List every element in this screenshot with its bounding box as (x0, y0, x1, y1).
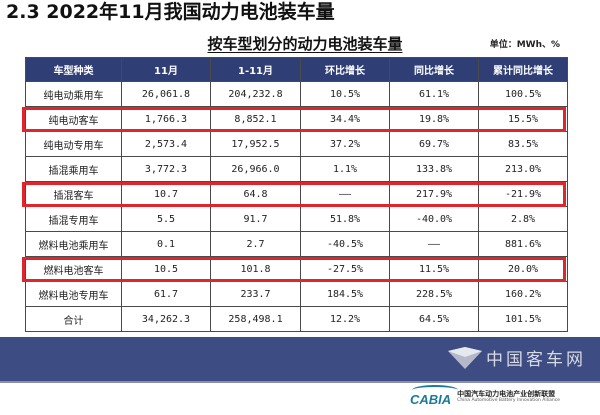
cell-jan-nov: 101.8 (210, 256, 301, 282)
cell-november: 5.5 (121, 206, 211, 232)
cell-cumulative-yoy-growth: 160.2% (478, 281, 568, 307)
table-row: 纯电动客车 1,766.3 8,852.1 34.4% 19.8% 15.5% (25, 106, 568, 132)
cell-vehicle-type: 纯电动专用车 (25, 131, 122, 157)
table-title: 按车型划分的动力电池装车量 (207, 35, 403, 53)
cell-jan-nov: 233.7 (210, 281, 301, 307)
cell-yoy-growth: 133.8% (389, 156, 479, 182)
cell-vehicle-type: 燃料电池客车 (25, 256, 122, 282)
cell-november: 0.1 (121, 231, 211, 257)
column-header-november: 11月 (121, 57, 211, 82)
cell-yoy-growth: 69.7% (389, 131, 479, 157)
cell-yoy-growth: 217.9% (389, 181, 479, 207)
table-row: 燃料电池客车 10.5 101.8 -27.5% 11.5% 20.0% (25, 256, 568, 282)
cell-jan-nov: 26,966.0 (210, 156, 301, 182)
section-title: 2.3 2022年11月我国动力电池装车量 (6, 1, 335, 23)
unit-label: 单位：MWh、% (489, 40, 560, 50)
cell-vehicle-type: 燃料电池专用车 (25, 281, 122, 307)
cell-mom-growth: —— (300, 181, 390, 207)
cell-vehicle-type: 纯电动乘用车 (25, 81, 122, 107)
table-row: 燃料电池专用车 61.7 233.7 184.5% 228.5% 160.2% (25, 281, 568, 307)
cell-november: 2,573.4 (121, 131, 211, 157)
column-header-vehicle-type: 车型种类 (25, 57, 122, 82)
column-header-cumulative-yoy-growth: 累计同比增长 (478, 57, 568, 82)
cell-vehicle-type: 纯电动客车 (25, 106, 122, 132)
cell-vehicle-type: 插混客车 (25, 181, 122, 207)
cell-mom-growth: 34.4% (300, 106, 390, 132)
cell-yoy-growth: -40.0% (389, 206, 479, 232)
cell-cumulative-yoy-growth: -21.9% (478, 181, 568, 207)
org-name-en: China Automotive Battery Innovation Alli… (457, 397, 560, 403)
cell-cumulative-yoy-growth: 213.0% (478, 156, 568, 182)
watermark-text: 中国客车网 (486, 350, 586, 370)
column-header-mom-growth: 环比增长 (300, 57, 390, 82)
cell-vehicle-type: 合计 (25, 306, 122, 332)
cell-cumulative-yoy-growth: 881.6% (478, 231, 568, 257)
cell-november: 34,262.3 (121, 306, 211, 332)
table-row: 插混客车 10.7 64.8 —— 217.9% -21.9% (25, 181, 568, 207)
cell-vehicle-type: 插混专用车 (25, 206, 122, 232)
cell-cumulative-yoy-growth: 15.5% (478, 106, 568, 132)
cell-jan-nov: 91.7 (210, 206, 301, 232)
footer-banner: 中国客车网 (0, 337, 600, 383)
cell-mom-growth: 184.5% (300, 281, 390, 307)
cabia-mark-text: CABIA (410, 392, 452, 407)
cell-mom-growth: 51.8% (300, 206, 390, 232)
cell-mom-growth: -40.5% (300, 231, 390, 257)
org-name-cn: 中国汽车动力电池产业创新联盟 (457, 390, 556, 399)
cell-yoy-growth: 61.1% (389, 81, 479, 107)
cell-cumulative-yoy-growth: 2.8% (478, 206, 568, 232)
cell-mom-growth: 10.5% (300, 81, 390, 107)
cell-november: 3,772.3 (121, 156, 211, 182)
cell-jan-nov: 17,952.5 (210, 131, 301, 157)
cell-mom-growth: 37.2% (300, 131, 390, 157)
cell-mom-growth: 12.2% (300, 306, 390, 332)
column-header-yoy-growth: 同比增长 (389, 57, 479, 82)
cabia-arc-icon (412, 385, 458, 395)
cabia-logo: CABIA 中国汽车动力电池产业创新联盟 China Automotive Ba… (410, 385, 560, 407)
cell-jan-nov: 2.7 (210, 231, 301, 257)
cell-november: 26,061.8 (121, 81, 211, 107)
cell-mom-growth: -27.5% (300, 256, 390, 282)
table-header-row: 车型种类 11月 1-11月 环比增长 同比增长 累计同比增长 (25, 57, 568, 82)
table-row: 插混专用车 5.5 91.7 51.8% -40.0% 2.8% (25, 206, 568, 232)
cell-yoy-growth: 64.5% (389, 306, 479, 332)
cell-jan-nov: 258,498.1 (210, 306, 301, 332)
cell-jan-nov: 64.8 (210, 181, 301, 207)
watermark-logo: 中国客车网 (448, 345, 586, 370)
table-row: 燃料电池乘用车 0.1 2.7 -40.5% —— 881.6% (25, 231, 568, 257)
table-row: 纯电动乘用车 26,061.8 204,232.8 10.5% 61.1% 10… (25, 81, 568, 107)
cell-november: 1,766.3 (121, 106, 211, 132)
cell-november: 10.5 (121, 256, 211, 282)
cell-november: 10.7 (121, 181, 211, 207)
cell-yoy-growth: —— (389, 231, 479, 257)
cell-cumulative-yoy-growth: 83.5% (478, 131, 568, 157)
cell-yoy-growth: 11.5% (389, 256, 479, 282)
cabia-mark-icon: CABIA (410, 385, 458, 407)
cell-vehicle-type: 燃料电池乘用车 (25, 231, 122, 257)
column-header-jan-nov: 1-11月 (210, 57, 301, 82)
cell-cumulative-yoy-growth: 101.5% (478, 306, 568, 332)
table-row: 插混乘用车 3,772.3 26,966.0 1.1% 133.8% 213.0… (25, 156, 568, 182)
table-row-total: 合计 34,262.3 258,498.1 12.2% 64.5% 101.5% (25, 306, 568, 332)
watermark-shield-icon (448, 346, 482, 369)
battery-installation-table: 车型种类 11月 1-11月 环比增长 同比增长 累计同比增长 纯电动乘用车 2… (25, 57, 568, 332)
cell-jan-nov: 204,232.8 (210, 81, 301, 107)
cell-yoy-growth: 228.5% (389, 281, 479, 307)
cell-mom-growth: 1.1% (300, 156, 390, 182)
cell-yoy-growth: 19.8% (389, 106, 479, 132)
cell-jan-nov: 8,852.1 (210, 106, 301, 132)
cell-cumulative-yoy-growth: 20.0% (478, 256, 568, 282)
cell-vehicle-type: 插混乘用车 (25, 156, 122, 182)
cell-november: 61.7 (121, 281, 211, 307)
cell-cumulative-yoy-growth: 100.5% (478, 81, 568, 107)
table-row: 纯电动专用车 2,573.4 17,952.5 37.2% 69.7% 83.5… (25, 131, 568, 157)
